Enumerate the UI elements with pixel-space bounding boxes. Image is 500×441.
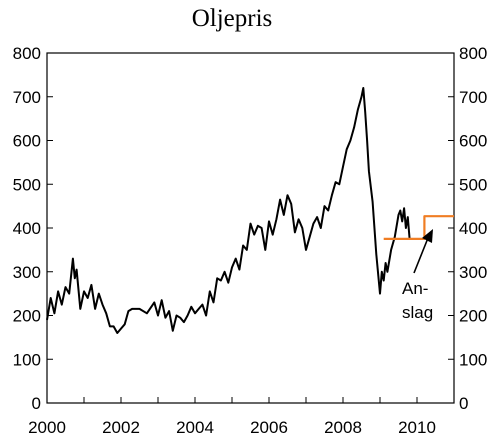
series-layer: [46, 87, 454, 334]
chart-title: Oljepris: [192, 5, 273, 32]
y-tick-label-left: 800: [13, 44, 41, 63]
y-tick-label-left: 600: [13, 132, 41, 151]
y-tick-label-right: 400: [459, 219, 487, 238]
annotation-label-line2: slag: [402, 303, 433, 322]
y-tick-label-right: 500: [459, 175, 487, 194]
y-tick-label-left: 400: [13, 219, 41, 238]
y-tick-label-left: 300: [13, 263, 41, 282]
y-tick-label-right: 800: [459, 44, 487, 63]
y-tick-label-left: 200: [13, 307, 41, 326]
axis-layer: 0 0 100 100 200 200 300 300 400 400 500 500 600 600 70…: [13, 44, 488, 437]
x-tick-label: 2006: [250, 418, 288, 437]
y-tick-label-left: 500: [13, 175, 41, 194]
annotation-label-line1: An-: [402, 279, 428, 298]
y-tick-label-right: 600: [459, 132, 487, 151]
x-tick-label: 2008: [324, 418, 362, 437]
y-tick-label-left: 0: [32, 394, 41, 413]
y-tick-label-right: 300: [459, 263, 487, 282]
y-tick-label-left: 100: [13, 350, 41, 369]
y-tick-label-right: 100: [459, 350, 487, 369]
forecast-annotation: An- slag: [402, 229, 433, 322]
series-line-actual: [46, 87, 411, 334]
x-tick-label: 2004: [176, 418, 214, 437]
x-tick-label: 2010: [398, 418, 436, 437]
y-tick-label-right: 700: [459, 88, 487, 107]
annotation-arrowhead: [422, 229, 433, 243]
annotation-arrow-line: [413, 237, 429, 274]
y-tick-label-left: 700: [13, 88, 41, 107]
y-tick-label-right: 0: [459, 394, 468, 413]
x-tick-label: 2002: [102, 418, 140, 437]
y-tick-label-right: 200: [459, 307, 487, 326]
x-tick-label: 2000: [28, 418, 66, 437]
